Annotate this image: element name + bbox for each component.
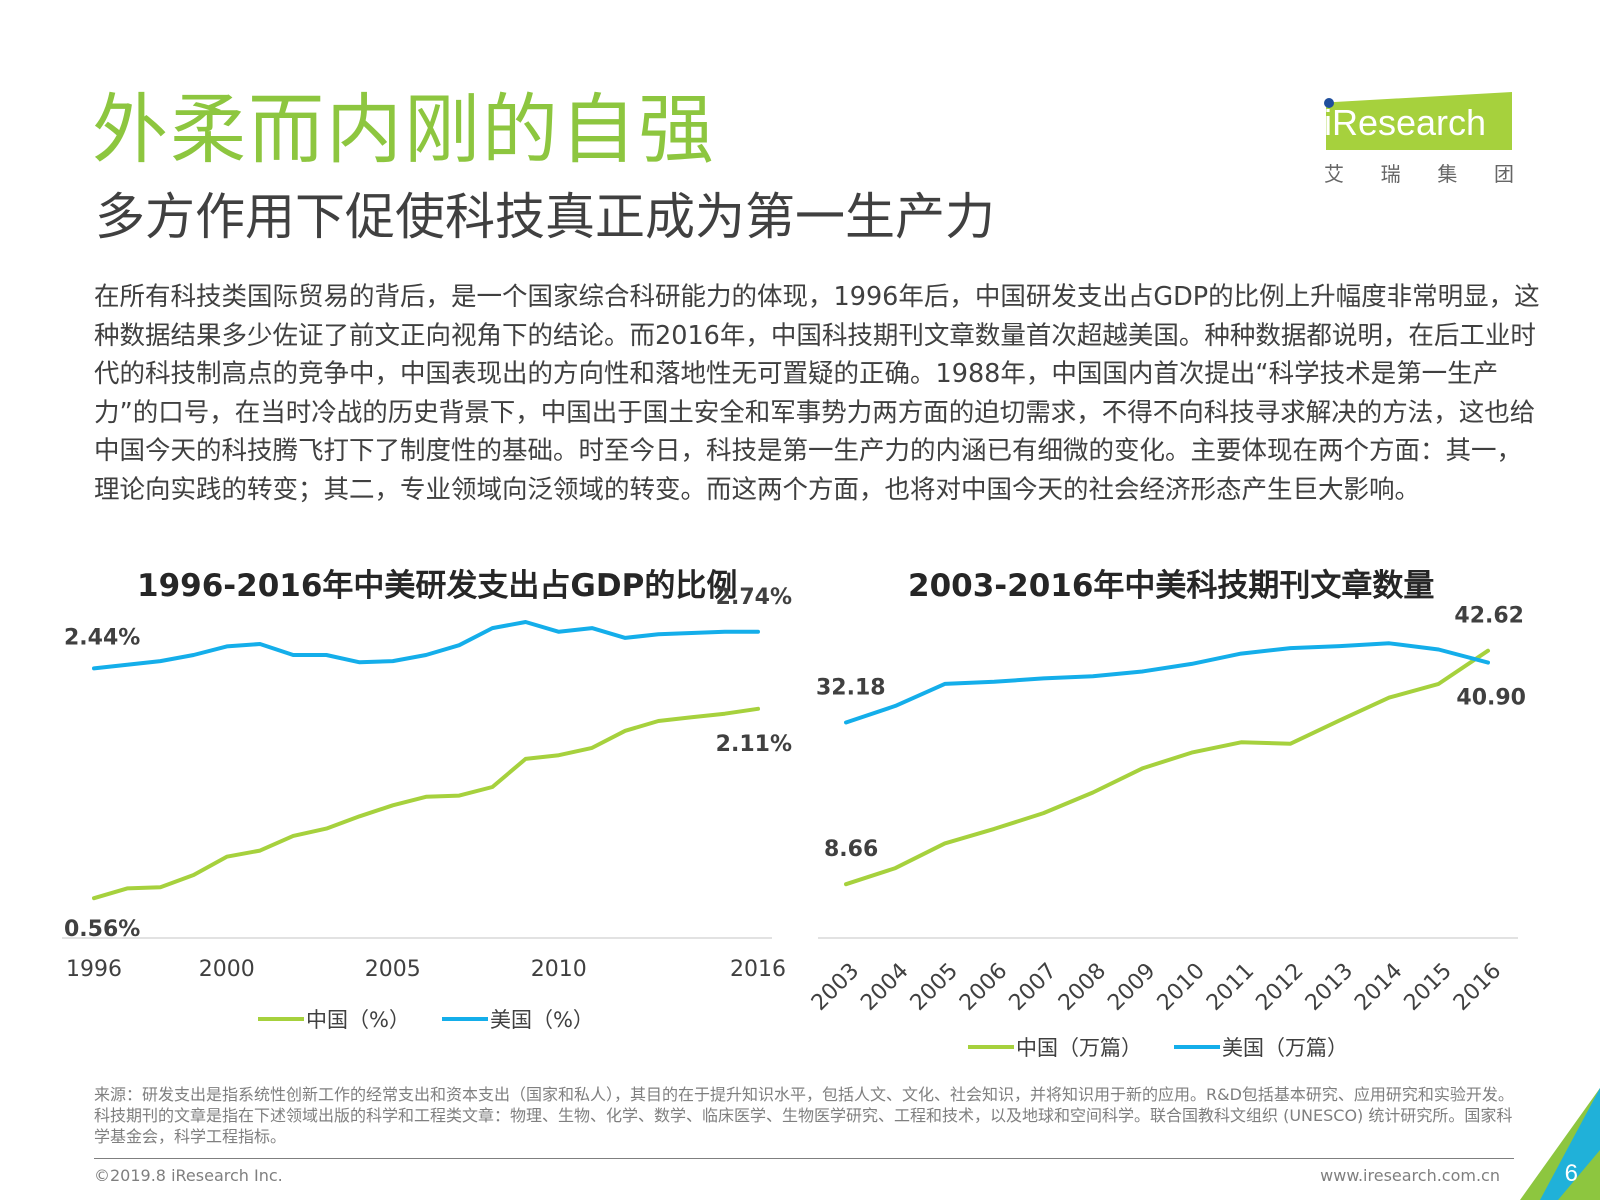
legend-item-usa: 美国（%） (441, 1004, 594, 1034)
logo-char: 团 (1493, 162, 1514, 186)
data-label: 0.56% (64, 917, 140, 942)
legend-label-china: 中国（%） (306, 1008, 410, 1032)
x-tick-label: 2014 (1350, 959, 1407, 1016)
page-subtitle: 多方作用下促使科技真正成为第一生产力 (95, 188, 995, 246)
legend-item-china: 中国（万篇） (968, 1032, 1142, 1062)
legend-swatch-usa (1174, 1045, 1220, 1049)
source-note: 来源：研发支出是指系统性创新工作的经常支出和资本支出（国家和私人），其目的在于提… (94, 1085, 1514, 1146)
footer-copyright: ©2019.8 iResearch Inc. (94, 1166, 283, 1185)
chart-2-legend: 中国（万篇） 美国（万篇） (968, 1032, 1380, 1062)
series-line-china (92, 706, 760, 901)
legend-swatch-china (258, 1017, 304, 1021)
data-label: 8.66 (824, 837, 878, 862)
logo-char: 集 (1437, 162, 1458, 186)
x-tick-label: 2010 (1153, 959, 1210, 1016)
x-tick-label: 2015 (1400, 959, 1457, 1016)
charts-canvas: 1996 2000 2005 2010 2016 2.44% 0.56% 2.74% 2.11%… (62, 585, 1526, 1016)
x-tick-label: 2006 (955, 959, 1012, 1016)
corner-decoration (1520, 1088, 1600, 1200)
series-line-usa (92, 620, 760, 671)
x-tick-label: 2011 (1202, 959, 1259, 1016)
data-label: 2.74% (716, 585, 792, 610)
x-tick-label: 2003 (807, 959, 864, 1016)
iresearch-logo: iResearch 艾 瑞 集 团 (1318, 86, 1518, 186)
page-number: 6 (1564, 1160, 1578, 1187)
x-tick-label: 2000 (199, 957, 255, 982)
legend-swatch-china (968, 1045, 1014, 1049)
logo-char: 瑞 (1380, 162, 1401, 186)
x-tick-label: 2005 (906, 959, 963, 1016)
x-tick-label: 2012 (1251, 959, 1308, 1016)
x-tick-label: 2010 (531, 957, 587, 982)
chart-2-title: 2003-2016年中美科技期刊文章数量 (908, 568, 1435, 604)
page-title: 外柔而内刚的自强 (92, 85, 716, 174)
x-tick-label: 2016 (730, 957, 786, 982)
legend-swatch-usa (441, 1017, 488, 1021)
data-label: 2.44% (64, 625, 140, 650)
x-tick-label: 2009 (1103, 959, 1160, 1016)
logo-chinese-name: 艾 瑞 集 团 (1324, 158, 1514, 187)
footer-website[interactable]: www.iresearch.com.cn (1320, 1166, 1500, 1185)
x-tick-label: 2013 (1301, 959, 1358, 1016)
logo-wordmark: iResearch (1324, 102, 1487, 143)
series-line-usa (844, 641, 1490, 725)
x-tick-label: 1996 (66, 957, 122, 982)
body-paragraph: 在所有科技类国际贸易的背后，是一个国家综合科研能力的体现，1996年后，中国研发… (94, 282, 1540, 505)
x-tick-label: 2005 (365, 957, 421, 982)
logo-dot-icon (1324, 98, 1334, 108)
footer-divider (94, 1158, 1514, 1159)
legend-label-usa: 美国（%） (489, 1008, 594, 1032)
legend-label-china: 中国（万篇） (1016, 1036, 1142, 1060)
series-line-china (844, 648, 1490, 887)
x-tick-label: 2007 (1005, 959, 1062, 1016)
logo-green-banner (1326, 92, 1512, 150)
legend-item-usa: 美国（万篇） (1174, 1032, 1348, 1062)
logo-char: 艾 (1324, 162, 1344, 186)
data-label: 40.90 (1456, 686, 1526, 711)
legend-label-usa: 美国（万篇） (1222, 1036, 1348, 1060)
x-tick-label: 2016 (1449, 959, 1506, 1016)
chart-1-title: 1996-2016年中美研发支出占GDP的比例 (137, 568, 738, 604)
x-tick-label: 2004 (856, 959, 913, 1016)
chart-1-legend: 中国（%） 美国（%） (258, 1004, 626, 1034)
data-label: 2.11% (716, 732, 792, 757)
data-label: 42.62 (1454, 604, 1524, 629)
x-tick-label: 2008 (1054, 959, 1111, 1016)
data-label: 32.18 (816, 676, 886, 701)
legend-item-china: 中国（%） (258, 1004, 410, 1034)
